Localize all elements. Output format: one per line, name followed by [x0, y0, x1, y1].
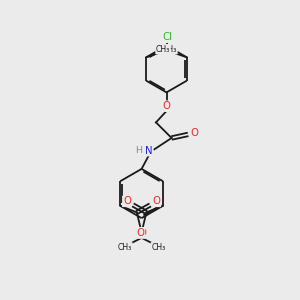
Text: CH₃: CH₃ [151, 243, 166, 252]
Text: N: N [145, 146, 153, 156]
Text: CH₃: CH₃ [163, 45, 177, 54]
Text: Cl: Cl [162, 32, 172, 42]
Text: CH₃: CH₃ [118, 243, 132, 252]
Text: O: O [139, 228, 147, 238]
Text: O: O [191, 128, 199, 138]
Text: O: O [123, 196, 131, 206]
Text: O: O [136, 228, 144, 238]
Text: CH₃: CH₃ [156, 45, 170, 54]
Text: H: H [135, 146, 142, 155]
Text: O: O [163, 101, 170, 111]
Text: O: O [152, 196, 160, 206]
